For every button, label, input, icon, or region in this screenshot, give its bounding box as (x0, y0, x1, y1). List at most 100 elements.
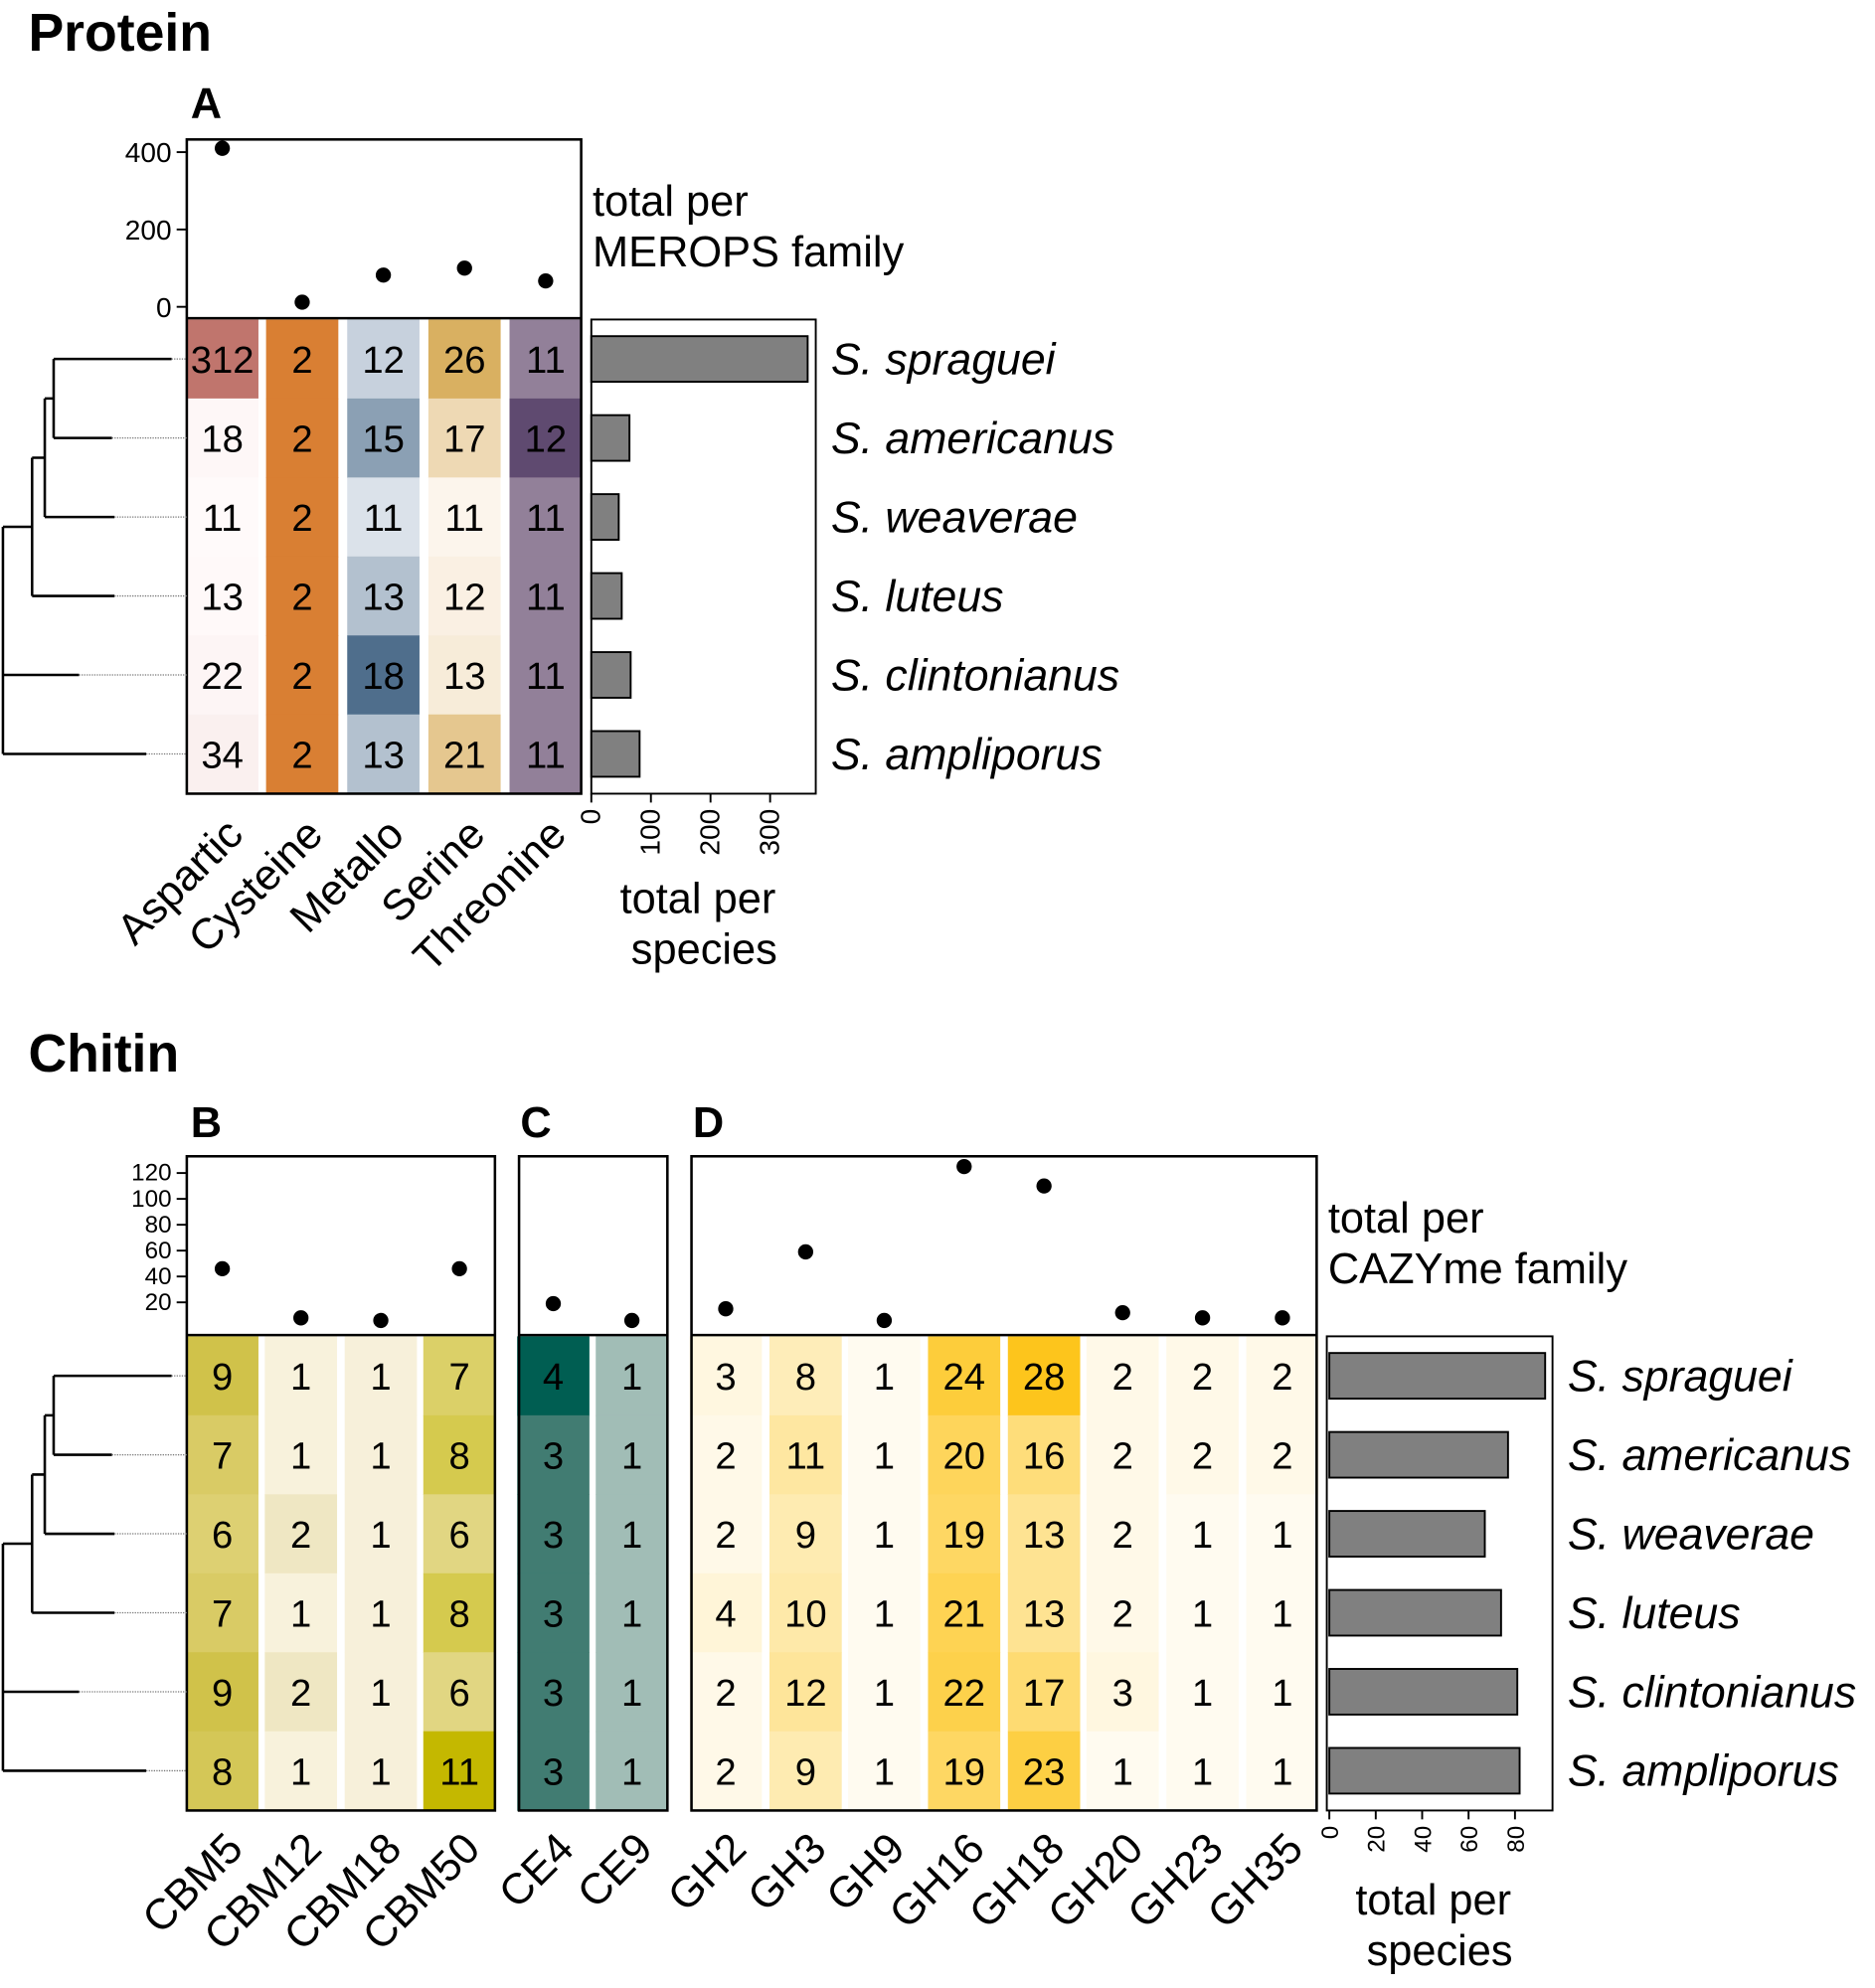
heatmap-cell (347, 398, 420, 478)
heatmap-cell (1086, 1731, 1159, 1811)
panel-frame (517, 1154, 669, 1812)
cell-value: 3 (543, 1750, 564, 1793)
cell-value: 1 (1272, 1514, 1292, 1557)
cell-value: 1 (1192, 1750, 1213, 1793)
heatmap-cell (186, 1494, 258, 1574)
heatmap-cell (1086, 1414, 1159, 1495)
panel-label-a: A (191, 81, 222, 128)
heatmap-cell (344, 1494, 418, 1574)
species-label: S. weaverae (1568, 1510, 1814, 1559)
heatmap-cell (427, 714, 501, 794)
heatmap-cell (848, 1573, 921, 1653)
heatmap-cell (768, 1494, 842, 1574)
x-tick-label: 0 (576, 809, 606, 825)
heatmap-cell (848, 1731, 921, 1811)
cell-value: 34 (201, 735, 244, 777)
heatmap-cell (768, 1652, 842, 1733)
heatmap-cell (1086, 1494, 1159, 1574)
heatmap-cell (928, 1731, 1001, 1811)
top-label-line1-chitin: total per (1328, 1195, 1484, 1242)
cell-value: 23 (1023, 1750, 1066, 1793)
cell-value: 3 (1112, 1672, 1133, 1715)
cell-value: 22 (201, 655, 244, 698)
heatmap-cell (186, 635, 258, 716)
species-total-bar (1328, 1430, 1509, 1479)
species-label: S. spraguei (1568, 1352, 1793, 1401)
heatmap-cell (186, 398, 258, 478)
cell-value: 1 (290, 1435, 311, 1478)
column-total-dot (293, 1310, 309, 1326)
cell-value: 3 (543, 1514, 564, 1557)
dendrogram (1, 1374, 172, 1772)
cell-value: 2 (291, 735, 312, 777)
heatmap-cell (928, 1494, 1001, 1574)
side-label-line1: total per (620, 875, 776, 922)
y-tick-label: 0 (156, 292, 172, 323)
cell-value: 18 (201, 418, 244, 461)
column-total-dot (375, 267, 392, 283)
cell-value: 17 (1023, 1672, 1066, 1715)
cell-value: 1 (370, 1435, 391, 1478)
heatmap-cell (344, 1414, 418, 1495)
heatmap-cell (689, 1414, 763, 1495)
heatmap-cell (596, 1336, 668, 1416)
heatmap-cell (186, 1731, 258, 1811)
side-label-line1-chitin: total per (1355, 1877, 1511, 1924)
cell-value: 11 (439, 1750, 479, 1793)
heatmap-cell (347, 635, 420, 716)
heatmap-cell (427, 319, 501, 400)
column-total-dot (1036, 1178, 1052, 1194)
species-total-bar (1328, 1746, 1521, 1795)
heatmap-cell (264, 1494, 338, 1574)
top-label-line2-chitin: CAZYme family (1328, 1245, 1627, 1293)
heatmap-cell (509, 714, 583, 794)
cell-value: 9 (795, 1750, 816, 1793)
heatmap-cell (1166, 1652, 1239, 1733)
heatmap-cell (265, 556, 339, 636)
heatmap-cell (264, 1414, 338, 1495)
cell-value: 11 (526, 577, 566, 619)
column-total-dot (1275, 1310, 1290, 1326)
cell-value: 11 (526, 735, 566, 777)
cell-value: 12 (525, 418, 568, 461)
heatmap-cell (423, 1731, 496, 1811)
species-total-bar (590, 414, 631, 462)
heatmap-cell (186, 477, 258, 558)
species-total-bar (590, 493, 620, 542)
heatmap-cell (186, 714, 258, 794)
cell-value: 1 (1192, 1593, 1213, 1636)
cell-value: 13 (1023, 1514, 1066, 1557)
heatmap-cell (423, 1414, 496, 1495)
heatmap-cell (423, 1652, 496, 1733)
heatmap-cell (1086, 1652, 1159, 1733)
y-tick-label: 400 (125, 137, 172, 168)
cell-value: 9 (212, 1672, 233, 1715)
cell-value: 4 (543, 1356, 564, 1399)
cell-value: 11 (203, 497, 243, 540)
x-tick-label: 20 (1364, 1826, 1391, 1853)
species-total-bar (1328, 1588, 1502, 1637)
column-total-dot (214, 1260, 231, 1277)
x-tick-label: 200 (695, 809, 726, 856)
cell-value: 2 (1112, 1435, 1133, 1478)
column-label: GH2 (659, 1824, 756, 1920)
panel-frame (185, 138, 583, 795)
cell-value: 7 (212, 1593, 233, 1636)
section-title-protein: Protein (28, 4, 212, 63)
heatmap-cell (427, 477, 501, 558)
heatmap-cell (596, 1731, 668, 1811)
heatmap-cell (517, 1414, 590, 1495)
cell-value: 2 (291, 339, 312, 382)
column-label: GH35 (1199, 1824, 1312, 1937)
heatmap-cell (509, 477, 583, 558)
cell-value: 13 (443, 655, 486, 698)
top-label-line2: MEROPS family (593, 229, 905, 276)
heatmap-cell (1166, 1336, 1239, 1416)
heatmap-cell (186, 1336, 258, 1416)
species-label: S. luteus (1568, 1589, 1741, 1638)
cell-value: 1 (370, 1356, 391, 1399)
heatmap-cell (596, 1414, 668, 1495)
heatmap-cell (265, 635, 339, 716)
heatmap-cell (848, 1494, 921, 1574)
heatmap-cell (423, 1336, 496, 1416)
